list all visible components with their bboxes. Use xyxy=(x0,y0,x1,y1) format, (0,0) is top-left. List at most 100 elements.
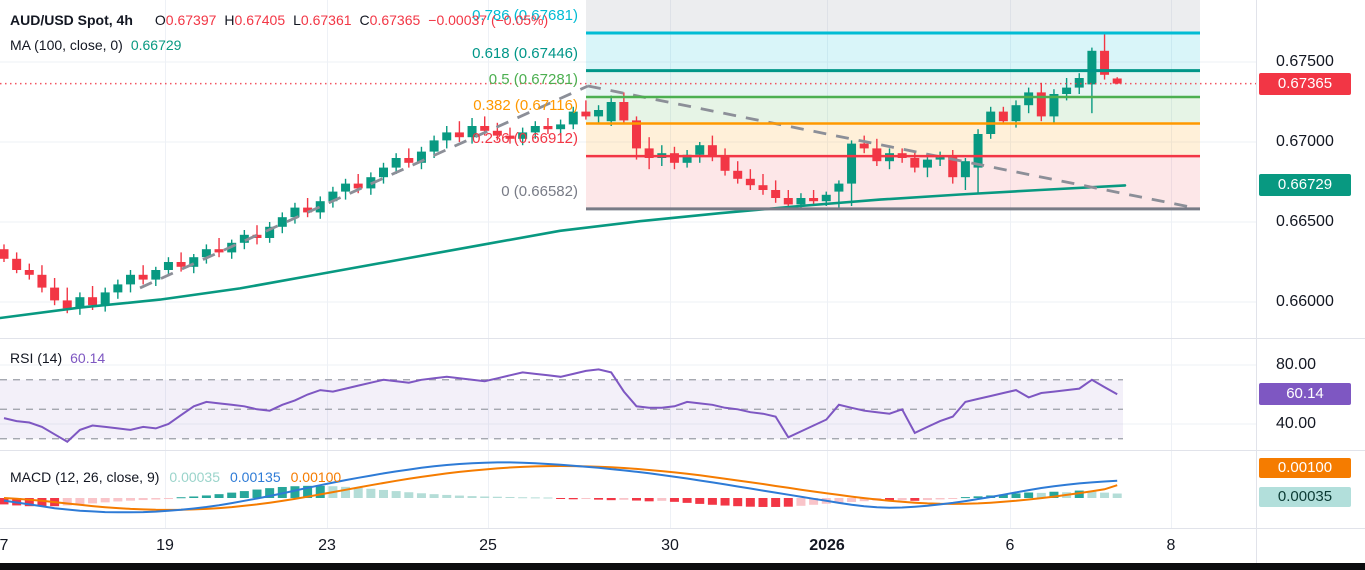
macd-hist-bar xyxy=(695,498,705,504)
candle-body xyxy=(1062,87,1072,94)
macd-hist-bar xyxy=(1100,492,1110,498)
candle-body xyxy=(1074,78,1084,88)
macd-hist-bar xyxy=(1112,493,1122,498)
time-tick-19: 19 xyxy=(156,537,174,554)
macd-hist-bar xyxy=(973,496,983,498)
fib-label-0.618[interactable]: 0.618 (0.67446) xyxy=(472,44,578,62)
candle-body xyxy=(948,156,958,178)
macd-hist-bar xyxy=(37,498,47,507)
rsi-value-badge: 60.14 xyxy=(1259,383,1351,406)
macd-hist-bar xyxy=(227,492,237,498)
macd-hist-bar xyxy=(581,498,591,500)
candle-body xyxy=(404,158,414,163)
macd-hist-bar xyxy=(707,498,717,505)
candle-body xyxy=(973,134,983,168)
macd-hist-bar xyxy=(745,498,755,507)
candle-body xyxy=(530,126,540,133)
time-tick-6: 6 xyxy=(1005,537,1015,554)
macd-label: MACD (12, 26, close, 9) xyxy=(10,469,160,485)
macd-hist-bar xyxy=(505,496,515,498)
candle-body xyxy=(720,156,730,171)
open-label: O xyxy=(154,12,166,28)
fib-label-0.786[interactable]: 0.786 (0.67681) xyxy=(472,7,578,25)
fib-band xyxy=(586,33,1200,71)
candle-body xyxy=(303,207,313,213)
candle-body xyxy=(189,257,199,267)
candle-body xyxy=(138,274,148,280)
candle-body xyxy=(176,262,186,267)
macd-hist-bar xyxy=(480,496,490,498)
time-tick-25: 25 xyxy=(479,537,497,554)
macd-hist-bar xyxy=(556,498,566,499)
macd-hist-bar xyxy=(113,498,123,502)
price-tick: 0.67000 xyxy=(1276,133,1334,150)
candle-body xyxy=(606,102,616,122)
macd-hist-bar xyxy=(771,498,781,507)
candle-body xyxy=(1087,50,1097,85)
macd-hist-bar xyxy=(783,498,793,507)
candle-body xyxy=(505,135,515,139)
candle-body xyxy=(834,183,844,192)
macd-hist-bar xyxy=(682,498,692,503)
candle-body xyxy=(1112,78,1122,84)
symbol-title[interactable]: AUD/USD Spot, 4h xyxy=(10,12,133,28)
candle-body xyxy=(429,140,439,152)
candle-body xyxy=(733,170,743,179)
macd-hist-bar xyxy=(265,488,275,498)
candle-body xyxy=(50,287,60,301)
candle-body xyxy=(416,151,426,163)
candle-body xyxy=(100,292,110,306)
macd-hist-bar xyxy=(201,495,211,498)
macd-hist-bar xyxy=(379,489,388,498)
trendline-descending[interactable] xyxy=(587,84,1196,210)
macd-hist-bar xyxy=(88,498,98,504)
macd-hist-bar xyxy=(594,498,604,500)
macd-hist-badge: 0.00035 xyxy=(1259,487,1351,507)
candle-body xyxy=(543,126,553,130)
macd-hist-bar xyxy=(1049,491,1059,498)
fib-label-0.5[interactable]: 0.5 (0.67281) xyxy=(488,71,578,89)
candle-body xyxy=(796,198,806,205)
macd-hist-bar xyxy=(910,498,920,501)
candle-body xyxy=(1100,50,1110,75)
macd-hist-bar xyxy=(998,494,1008,498)
rsi-legend[interactable]: RSI (14) 60.14 xyxy=(10,350,105,366)
candle-body xyxy=(1036,92,1046,117)
candle-body xyxy=(0,249,9,259)
candle-body xyxy=(669,153,679,163)
low-value: 0.67361 xyxy=(300,12,352,28)
grid-layer xyxy=(0,0,1256,528)
macd-hist-bar xyxy=(859,498,869,502)
price-tick: 0.67500 xyxy=(1276,53,1334,70)
macd-hist-bar xyxy=(239,491,249,498)
fib-label-0[interactable]: 0 (0.66582) xyxy=(501,182,578,200)
macd-hist-bar xyxy=(669,498,679,502)
fib-label-0.236[interactable]: 0.236 (0.66912) xyxy=(472,130,578,148)
time-tick-2026: 2026 xyxy=(809,537,845,554)
macd-hist-bar xyxy=(189,496,199,498)
macd-hist-bar xyxy=(619,498,629,500)
macd-legend[interactable]: MACD (12, 26, close, 9) 0.00035 0.00135 0.0… xyxy=(10,469,341,485)
macd-hist-bar xyxy=(948,498,958,499)
time-tick-8: 8 xyxy=(1166,537,1176,554)
rsi-layer xyxy=(0,368,1123,443)
candle-body xyxy=(1011,105,1021,122)
candle-body xyxy=(619,102,629,121)
candle-body xyxy=(341,183,351,192)
candle-body xyxy=(265,226,275,238)
candle-body xyxy=(518,132,528,139)
macd-hist-bar xyxy=(1087,491,1097,498)
candle-body xyxy=(556,124,566,130)
candle-body xyxy=(581,111,591,117)
candle-body xyxy=(379,167,388,178)
macd-hist-bar xyxy=(429,494,439,498)
macd-hist-bar xyxy=(543,497,553,499)
ma-legend[interactable]: MA (100, close, 0) 0.66729 xyxy=(10,37,181,53)
macd-hist-bar xyxy=(391,491,401,498)
candle-body xyxy=(467,126,477,138)
macd-hist-bar xyxy=(24,498,34,507)
fib-label-0.382[interactable]: 0.382 (0.67116) xyxy=(473,97,578,115)
trendline-ascending[interactable] xyxy=(139,84,589,290)
